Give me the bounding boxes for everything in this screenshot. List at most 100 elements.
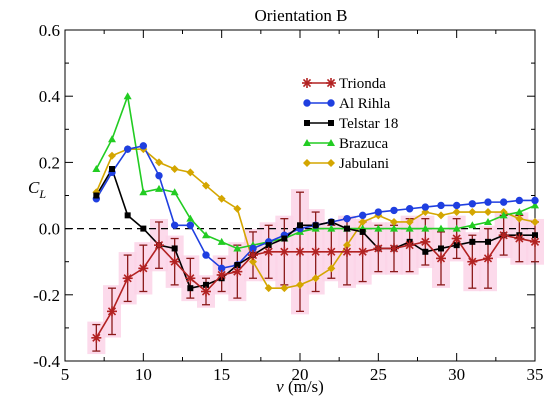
y-tick-label: -0.4 [33, 352, 60, 371]
asterisk-stroke [389, 244, 399, 253]
data-point-jabulani [484, 208, 492, 217]
legend-label: Jabulani [339, 156, 389, 172]
y-tick-label: 0.2 [39, 153, 60, 172]
x-tick-label: 15 [213, 365, 230, 384]
x-axis-label: v (m/s) [276, 377, 324, 396]
data-point-telstar-18 [109, 166, 115, 173]
data-point-trionda [451, 233, 462, 244]
data-point-trionda [514, 233, 525, 244]
data-point-jabulani [296, 280, 304, 289]
asterisk-stroke [248, 250, 258, 260]
data-point-jabulani [202, 181, 210, 190]
asterisk-stroke [327, 247, 336, 256]
data-point-al-rihla [468, 200, 477, 208]
data-point-trionda [91, 332, 102, 343]
x-tick-label: 35 [527, 365, 544, 384]
data-point-trionda [357, 246, 368, 257]
data-point-trionda [216, 269, 227, 280]
data-point-telstar-18 [485, 238, 491, 245]
data-point-telstar-18 [140, 225, 147, 232]
asterisk-stroke [515, 234, 524, 243]
data-point-trionda [279, 246, 290, 257]
data-point-trionda [483, 253, 493, 264]
asterisk-stroke [123, 274, 132, 283]
chart-title: Orientation B [254, 6, 347, 25]
asterisk-stroke [374, 244, 383, 253]
data-point-brazuca [484, 217, 492, 225]
data-point-telstar-18 [359, 228, 366, 235]
data-point-brazuca [437, 224, 445, 232]
data-point-brazuca [186, 214, 195, 222]
data-point-jabulani [186, 168, 195, 177]
asterisk-stroke [311, 247, 320, 256]
data-point-brazuca [499, 211, 508, 219]
data-point-telstar-18 [281, 235, 288, 242]
data-point-al-rihla [186, 221, 195, 229]
legend-label: Brazuca [339, 136, 388, 152]
data-point-jabulani [531, 217, 539, 226]
series-markers [91, 92, 540, 343]
asterisk-stroke [421, 237, 430, 246]
data-point-brazuca [139, 188, 148, 196]
data-point-al-rihla [170, 221, 179, 229]
data-point-brazuca [405, 224, 414, 232]
data-point-telstar-18 [187, 285, 194, 292]
asterisk-stroke [530, 237, 540, 246]
data-point-brazuca [108, 135, 116, 143]
data-point-brazuca [390, 224, 398, 232]
y-tick-label: 0.6 [39, 21, 60, 40]
data-point-trionda [169, 256, 180, 267]
data-point-telstar-18 [203, 281, 209, 288]
data-point-al-rihla [437, 201, 445, 210]
data-point-telstar-18 [124, 212, 131, 219]
data-point-jabulani [327, 264, 336, 273]
data-point-jabulani [155, 158, 163, 167]
data-point-al-rihla [139, 142, 148, 150]
data-point-brazuca [452, 224, 461, 232]
data-point-brazuca [515, 208, 524, 216]
asterisk-stroke [201, 287, 211, 296]
x-axis-label-unit: (m/s) [284, 377, 324, 396]
y-tick-label: 0.4 [39, 87, 61, 106]
data-point-trionda [248, 250, 258, 261]
data-point-jabulani [390, 217, 398, 226]
x-axis-label-variable: v [276, 377, 284, 396]
data-point-trionda [326, 246, 337, 257]
legend-marker [327, 99, 335, 107]
data-point-telstar-18 [171, 245, 178, 252]
asterisk-stroke [358, 247, 367, 256]
data-point-trionda [498, 230, 509, 241]
data-point-trionda [232, 266, 243, 277]
data-point-al-rihla [531, 196, 539, 205]
data-point-jabulani [452, 208, 461, 217]
data-point-jabulani [280, 284, 289, 293]
y-axis-label: CL [28, 178, 46, 201]
asterisk-stroke [217, 270, 226, 280]
asterisk-stroke [326, 78, 336, 88]
data-point-al-rihla [202, 251, 210, 259]
data-point-al-rihla [452, 201, 461, 210]
legend: Trionda Al Rihla Telstar 18 Brazuca Jabulani [302, 76, 398, 172]
data-point-al-rihla [155, 171, 163, 180]
legend-label: Telstar 18 [339, 116, 398, 132]
data-point-brazuca [202, 231, 210, 239]
data-point-brazuca [92, 165, 101, 173]
data-point-al-rihla [484, 198, 492, 206]
data-point-trionda [107, 306, 117, 317]
asterisk-stroke [499, 231, 508, 240]
data-point-al-rihla [421, 203, 430, 211]
asterisk-stroke [436, 254, 446, 263]
data-point-telstar-18 [265, 242, 272, 249]
data-point-trionda [342, 246, 352, 257]
data-point-al-rihla [515, 196, 524, 205]
data-point-jabulani [108, 151, 116, 160]
data-point-trionda [201, 286, 211, 297]
data-point-jabulani [264, 284, 273, 293]
asterisk-stroke [186, 274, 195, 283]
data-point-jabulani [405, 217, 414, 226]
data-point-telstar-18 [234, 262, 241, 269]
data-point-brazuca [531, 201, 539, 209]
data-point-brazuca [374, 224, 383, 232]
legend-marker [303, 139, 311, 146]
data-point-brazuca [170, 188, 179, 196]
